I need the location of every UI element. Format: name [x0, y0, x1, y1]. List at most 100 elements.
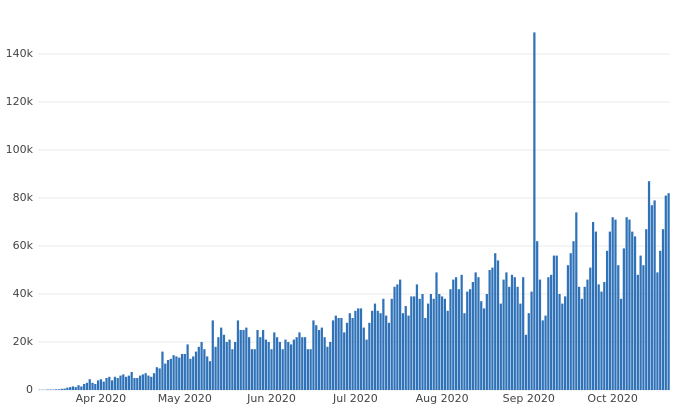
bar — [468, 289, 472, 390]
bar — [622, 248, 625, 390]
bar — [516, 286, 519, 390]
bar — [208, 361, 212, 390]
bar — [298, 332, 301, 390]
bar — [309, 349, 312, 390]
bar — [415, 284, 419, 390]
bar — [614, 219, 617, 390]
bar — [164, 363, 167, 390]
bar — [317, 330, 321, 390]
bar — [541, 320, 544, 390]
bar — [617, 265, 620, 390]
bar — [611, 217, 614, 390]
bar — [522, 277, 525, 390]
bar — [57, 389, 61, 390]
bar — [329, 342, 332, 390]
bar — [337, 318, 340, 390]
bar — [331, 320, 335, 390]
bar — [186, 344, 189, 390]
bar — [326, 346, 329, 390]
x-tick-label: Jun 2020 — [246, 392, 296, 405]
bar — [390, 298, 393, 390]
bar — [113, 376, 117, 390]
bar — [178, 357, 181, 390]
y-tick-label: 140k — [6, 47, 34, 60]
bar — [334, 315, 337, 390]
bar — [211, 320, 214, 390]
bar — [382, 298, 385, 390]
bar — [228, 339, 231, 390]
bar — [362, 327, 365, 390]
bar — [552, 255, 556, 390]
bar — [440, 296, 444, 390]
bar — [312, 320, 315, 390]
bar — [466, 291, 469, 390]
bar — [600, 291, 603, 390]
bar — [664, 195, 667, 390]
bar — [239, 330, 242, 390]
bar — [513, 277, 516, 390]
bar — [281, 349, 284, 390]
bar — [150, 376, 153, 390]
bar — [508, 286, 511, 390]
bar — [83, 384, 86, 390]
bar — [410, 296, 413, 390]
bar — [491, 267, 494, 390]
bar — [138, 375, 142, 390]
bar — [488, 270, 491, 390]
bar — [116, 378, 119, 390]
bar — [97, 380, 100, 390]
bar — [519, 303, 522, 390]
bar — [407, 315, 410, 390]
bar — [457, 289, 460, 390]
bar — [650, 205, 653, 390]
bar — [496, 260, 500, 390]
bar — [169, 358, 172, 390]
bar — [248, 337, 251, 390]
bar — [147, 375, 150, 390]
bar — [636, 274, 639, 390]
bar — [628, 219, 631, 390]
bar — [580, 298, 584, 390]
bar — [136, 378, 139, 390]
bar — [357, 308, 360, 390]
bar — [536, 241, 539, 390]
bar — [351, 318, 354, 390]
bar — [194, 351, 198, 390]
bar — [656, 272, 659, 390]
bar — [524, 334, 528, 390]
bar — [533, 32, 536, 391]
x-tick-label: Jul 2020 — [332, 392, 378, 405]
bar — [373, 303, 377, 390]
bar — [287, 342, 290, 390]
bar — [303, 337, 307, 390]
bar — [477, 277, 480, 390]
bar — [71, 386, 75, 390]
bar — [589, 267, 592, 390]
bar — [225, 342, 228, 390]
bar — [217, 337, 220, 390]
bar — [155, 367, 158, 390]
bar — [547, 277, 550, 390]
bar — [105, 378, 108, 390]
bar — [108, 376, 111, 390]
bar — [642, 265, 645, 390]
bar — [203, 349, 206, 390]
bar — [102, 381, 105, 390]
bar — [597, 284, 600, 390]
bar — [289, 344, 293, 390]
bar — [60, 388, 63, 390]
bar — [110, 380, 114, 390]
bar — [594, 231, 598, 390]
bar — [561, 303, 564, 390]
bar — [454, 277, 458, 390]
bar — [141, 374, 144, 390]
bar — [421, 294, 424, 390]
bar — [256, 330, 259, 390]
bar — [175, 356, 178, 390]
bar — [197, 346, 200, 390]
bar — [122, 374, 125, 390]
bar — [315, 325, 318, 390]
y-tick-label: 120k — [6, 95, 34, 108]
bar — [91, 382, 94, 390]
